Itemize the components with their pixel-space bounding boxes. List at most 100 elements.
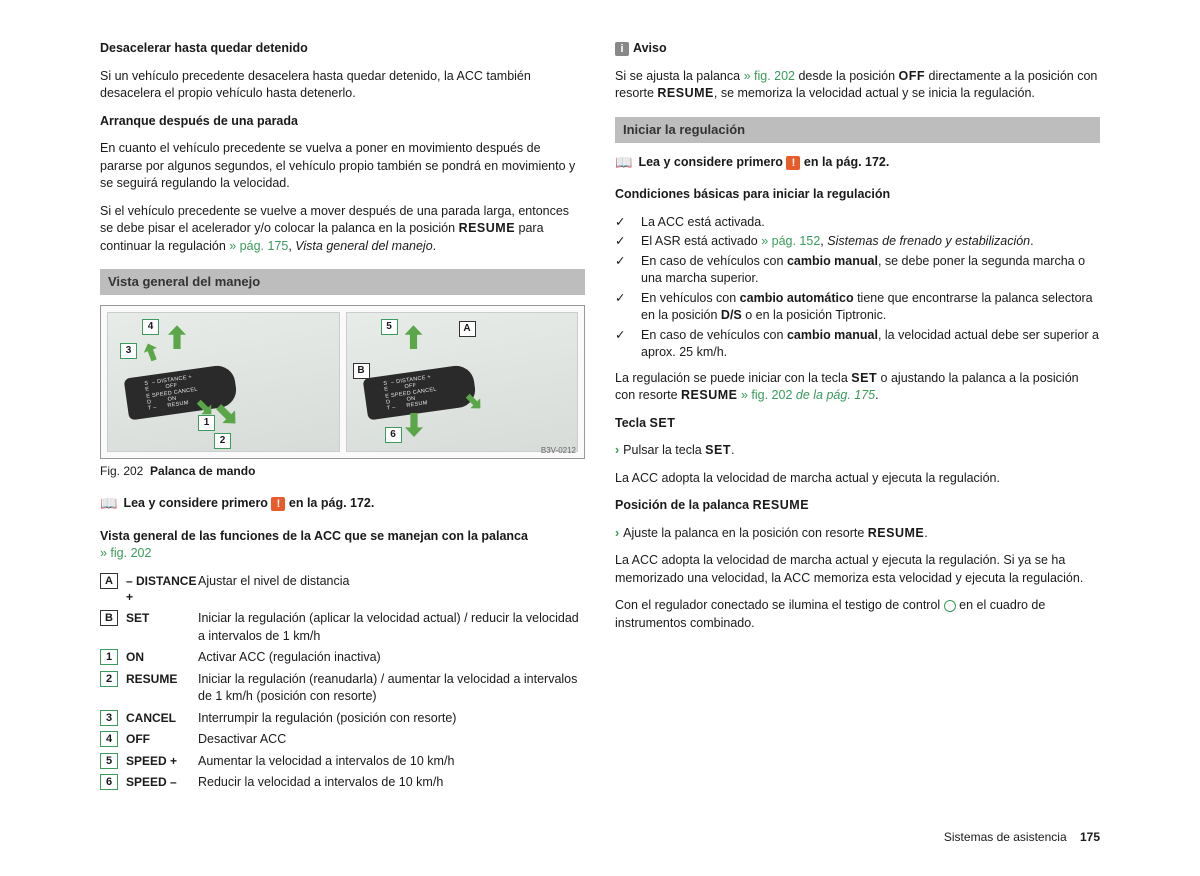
function-label: ON [126,649,198,666]
conditions-heading: Condiciones básicas para iniciar la regu… [615,186,1100,204]
function-desc: Iniciar la regulación (reanudarla) / aum… [198,671,585,706]
text: . [731,443,734,457]
function-desc: Ajustar el nivel de distancia [198,573,585,591]
check-icon: ✓ [615,327,631,345]
check-icon: ✓ [615,233,631,251]
link-page-175[interactable]: » pág. 175 [229,239,288,253]
label-resume: RESUME [459,221,515,235]
link-fig-202[interactable]: » fig. 202 [100,546,151,560]
figure-code: B3V-0212 [541,445,576,456]
key-box-2: 2 [100,671,118,687]
label-set: SET [650,416,676,430]
bullet-press-set: ›Pulsar la tecla SET. [615,442,1100,460]
read-first-row: 📖 Lea y considere primero ! en la pág. 1… [100,494,585,514]
callout-3: 3 [120,343,137,359]
text: desde la posición [795,69,899,83]
text: Ajuste la palanca en la posición con res… [623,526,868,540]
functions-table: A– DISTANCE +Ajustar el nivel de distanc… [100,573,585,792]
figure-number: Fig. 202 [100,464,143,478]
check-icon: ✓ [615,290,631,308]
label-set: SET [851,371,877,385]
text: . [924,526,927,540]
lever-text: S – DISTANCE +E OFFE SPEED CANCELD ONT –… [144,374,200,412]
key-box-6: 6 [100,774,118,790]
para-resume-note: Si el vehículo precedente se vuelve a mo… [100,203,585,256]
callout-B: B [353,363,370,379]
arrow-up-icon [168,325,186,349]
figure-title: Palanca de mando [150,464,255,478]
text: Lea y considere primero ! en la pág. 172… [638,154,889,172]
arrow-up-small-icon [141,341,160,363]
condition-text: En vehículos con cambio automático tiene… [641,290,1100,325]
callout-A: A [459,321,476,337]
function-label: SPEED – [126,774,198,791]
callout-5: 5 [381,319,398,335]
key-box-1: 1 [100,649,118,665]
callout-4: 4 [142,319,159,335]
figure-right-panel: S – DISTANCE +E OFFE SPEED CANCELD ONT –… [346,312,579,452]
check-icon: ✓ [615,214,631,232]
book-icon: 📖 [100,494,117,514]
warning-icon: ! [271,497,285,511]
functions-heading: Vista general de las funciones de la ACC… [100,528,585,563]
function-desc: Interrumpir la regulación (posición con … [198,710,585,728]
figure-caption: Fig. 202 Palanca de mando [100,463,585,480]
heading-tecla-set: Tecla SET [615,415,1100,433]
bullet-arrow-icon: › [615,526,619,540]
function-row: 1ONActivar ACC (regulación inactiva) [100,649,585,667]
key-box-3: 3 [100,710,118,726]
key-box-5: 5 [100,753,118,769]
text: Vista general de las funciones de la ACC… [100,529,528,543]
heading-start-after-stop: Arranque después de una parada [100,113,585,131]
function-row: BSETIniciar la regulación (aplicar la ve… [100,610,585,645]
link-page-175-it[interactable]: de la pág. 175 [792,388,875,402]
para-acc-adopts-1: La ACC adopta la velocidad de marcha act… [615,470,1100,488]
condition-item: ✓ En vehículos con cambio automático tien… [615,290,1100,325]
check-icon: ✓ [615,253,631,271]
left-column: Desacelerar hasta quedar detenido Si un … [100,40,585,796]
condition-item: ✓La ACC está activada. [615,214,1100,232]
callout-6: 6 [385,427,402,443]
function-label: RESUME [126,671,198,688]
section-iniciar: Iniciar la regulación [615,117,1100,143]
text: , se memoriza la velocidad actual y se i… [714,86,1035,100]
function-label: SPEED + [126,753,198,770]
link-fig-202[interactable]: » fig. 202 [744,69,795,83]
text: Tecla [615,416,650,430]
aviso-text: Si se ajusta la palanca » fig. 202 desde… [615,68,1100,103]
condition-item: ✓El ASR está activado » pág. 152, Sistem… [615,233,1100,251]
function-label: CANCEL [126,710,198,727]
function-row: 3 CANCELInterrumpir la regulación (posici… [100,710,585,728]
function-row: 2 RESUMEIniciar la regulación (reanudarla… [100,671,585,706]
key-box-A: A [100,573,118,589]
bullet-arrow-icon: › [615,443,619,457]
bullet-adjust-resume: › Ajuste la palanca en la posición con re… [615,525,1100,543]
text: . [875,388,878,402]
label-resume: RESUME [753,498,809,512]
lever-illustration: S – DISTANCE +E OFFE SPEED CANCELD ONT –… [362,364,477,421]
indicator-light-icon [944,600,956,612]
figure-left-panel: S – DISTANCE +E OFFE SPEED CANCELD ONT –… [107,312,340,452]
function-row: 6SPEED –Reducir la velocidad a intervalo… [100,774,585,792]
read-first-row: 📖 Lea y considere primero ! en la pág. 1… [615,153,1100,173]
link-fig-202[interactable]: » fig. 202 [738,388,793,402]
read-first-label: Lea y considere primero [123,496,271,510]
para-acc-adopts-2: La ACC adopta la velocidad de marcha act… [615,552,1100,587]
text: Posición de la palanca [615,498,753,512]
function-desc: Iniciar la regulación (aplicar la veloci… [198,610,585,645]
function-label: OFF [126,731,198,748]
function-row: 4OFFDesactivar ACC [100,731,585,749]
aviso-heading: iAviso [615,40,1100,58]
text: Con el regulador conectado se ilumina el… [615,598,944,612]
key-box-4: 4 [100,731,118,747]
label-off: OFF [899,69,926,83]
arrow-down-icon [405,413,423,437]
section-vista-general: Vista general del manejo [100,269,585,295]
para-decelerate: Si un vehículo precedente desacelera has… [100,68,585,103]
para-start-after-stop: En cuanto el vehículo precedente se vuel… [100,140,585,193]
label-resume: RESUME [868,526,924,540]
page-columns: Desacelerar hasta quedar detenido Si un … [100,40,1100,796]
condition-item: ✓En caso de vehículos con cambio manual,… [615,327,1100,362]
read-first-page: en la pág. 172. [800,155,889,169]
lever-text: S – DISTANCE +E OFFE SPEED CANCELD ONT –… [383,374,439,412]
